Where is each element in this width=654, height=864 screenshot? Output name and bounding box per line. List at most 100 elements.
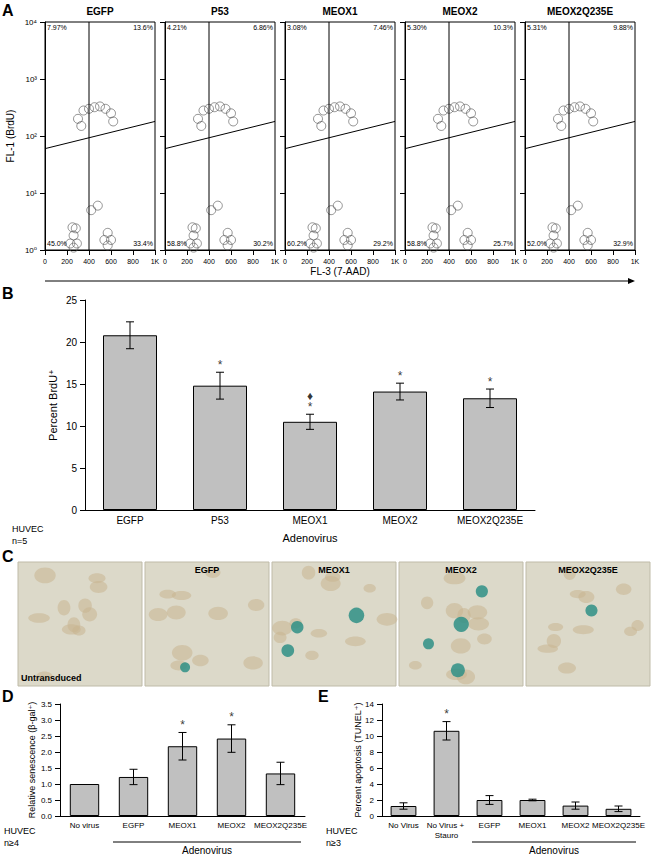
svg-text:n=5: n=5 [12, 536, 27, 546]
svg-text:♦: ♦ [307, 389, 313, 403]
svg-text:400: 400 [323, 258, 335, 265]
svg-text:400: 400 [563, 258, 575, 265]
svg-text:800: 800 [367, 258, 379, 265]
svg-text:14: 14 [365, 700, 374, 709]
svg-text:No virus: No virus [70, 821, 99, 830]
svg-text:Adenovirus: Adenovirus [529, 845, 579, 856]
svg-text:800: 800 [127, 258, 139, 265]
svg-text:A: A [2, 2, 14, 19]
svg-text:5: 5 [71, 463, 77, 474]
svg-text:600: 600 [465, 258, 477, 265]
svg-text:0: 0 [523, 258, 527, 265]
svg-text:*: * [488, 375, 493, 389]
svg-text:EGFP: EGFP [479, 821, 501, 830]
svg-text:n≥4: n≥4 [4, 838, 19, 848]
svg-text:7.46%: 7.46% [373, 24, 393, 31]
svg-text:MEOX2: MEOX2 [382, 515, 417, 526]
svg-text:HUVEC: HUVEC [4, 826, 36, 836]
svg-text:B: B [2, 285, 14, 302]
svg-text:1K: 1K [631, 258, 640, 265]
svg-text:Adenovirus: Adenovirus [282, 532, 338, 544]
svg-text:*: * [444, 707, 449, 721]
svg-text:0.0: 0.0 [41, 812, 53, 821]
svg-text:12: 12 [365, 716, 374, 725]
svg-text:29.2%: 29.2% [373, 240, 393, 247]
svg-text:800: 800 [487, 258, 499, 265]
svg-text:1K: 1K [511, 258, 520, 265]
svg-text:200: 200 [421, 258, 433, 265]
svg-text:*: * [229, 710, 234, 724]
svg-text:0: 0 [71, 505, 77, 516]
svg-text:2: 2 [370, 796, 375, 805]
svg-text:25.7%: 25.7% [493, 240, 513, 247]
svg-text:MEOX2: MEOX2 [445, 565, 477, 575]
svg-text:45.0%: 45.0% [47, 240, 67, 247]
svg-text:6: 6 [370, 764, 375, 773]
svg-text:4.21%: 4.21% [167, 24, 187, 31]
svg-text:20: 20 [66, 337, 78, 348]
svg-text:600: 600 [225, 258, 237, 265]
svg-text:3.08%: 3.08% [287, 24, 307, 31]
svg-text:n≥3: n≥3 [326, 838, 341, 848]
svg-text:MEOX1: MEOX1 [292, 515, 327, 526]
svg-text:E: E [318, 688, 329, 705]
svg-text:Relative senescence (β-gal⁺): Relative senescence (β-gal⁺) [27, 702, 37, 818]
svg-text:*: * [180, 718, 185, 732]
svg-text:0: 0 [163, 258, 167, 265]
svg-text:10⁴: 10⁴ [25, 18, 38, 27]
svg-text:600: 600 [585, 258, 597, 265]
svg-text:MEOX2: MEOX2 [217, 821, 246, 830]
svg-text:MEOX1: MEOX1 [168, 821, 197, 830]
svg-text:EGFP: EGFP [116, 515, 144, 526]
svg-text:D: D [2, 688, 14, 705]
svg-text:MEOX2Q235E: MEOX2Q235E [558, 565, 618, 575]
svg-text:0: 0 [283, 258, 287, 265]
svg-text:0: 0 [403, 258, 407, 265]
svg-text:400: 400 [443, 258, 455, 265]
svg-text:*: * [218, 358, 223, 372]
svg-text:5.30%: 5.30% [407, 24, 427, 31]
svg-text:5.31%: 5.31% [527, 24, 547, 31]
svg-text:3.5: 3.5 [41, 700, 53, 709]
svg-text:10: 10 [66, 421, 78, 432]
svg-text:1K: 1K [391, 258, 400, 265]
svg-text:58.8%: 58.8% [407, 240, 427, 247]
svg-text:MEOX1: MEOX1 [318, 565, 350, 575]
svg-text:FL-3 (7-AAD): FL-3 (7-AAD) [310, 266, 369, 277]
svg-text:0.5: 0.5 [41, 796, 53, 805]
svg-text:60.2%: 60.2% [287, 240, 307, 247]
svg-text:Stauro: Stauro [435, 831, 459, 840]
svg-text:800: 800 [247, 258, 259, 265]
svg-text:13.6%: 13.6% [133, 24, 153, 31]
svg-text:9.88%: 9.88% [613, 24, 633, 31]
svg-text:Untransduced: Untransduced [21, 673, 82, 683]
svg-text:800: 800 [607, 258, 619, 265]
svg-text:*: * [398, 369, 403, 383]
svg-text:1K: 1K [151, 258, 160, 265]
svg-text:Percent BrdU⁺: Percent BrdU⁺ [47, 369, 59, 441]
svg-text:HUVEC: HUVEC [12, 524, 44, 534]
svg-text:MEOX2Q235E: MEOX2Q235E [592, 821, 645, 830]
svg-text:7.97%: 7.97% [47, 24, 67, 31]
svg-text:MEOX2Q235E: MEOX2Q235E [457, 515, 523, 526]
svg-text:EGFP: EGFP [195, 565, 220, 575]
svg-text:600: 600 [345, 258, 357, 265]
svg-text:8: 8 [370, 748, 375, 757]
svg-text:10³: 10³ [25, 75, 37, 84]
svg-text:EGFP: EGFP [86, 6, 114, 17]
svg-text:200: 200 [541, 258, 553, 265]
svg-text:P53: P53 [211, 6, 229, 17]
svg-text:HUVEC: HUVEC [326, 826, 358, 836]
svg-text:3.0: 3.0 [41, 716, 53, 725]
svg-text:EGFP: EGFP [123, 821, 145, 830]
svg-text:10.3%: 10.3% [493, 24, 513, 31]
svg-text:MEOX1: MEOX1 [322, 6, 357, 17]
svg-text:4: 4 [370, 780, 375, 789]
svg-text:200: 200 [181, 258, 193, 265]
svg-text:10²: 10² [25, 132, 37, 141]
svg-text:33.4%: 33.4% [133, 240, 153, 247]
svg-text:10¹: 10¹ [25, 189, 37, 198]
svg-text:10: 10 [365, 732, 374, 741]
svg-text:1K: 1K [271, 258, 280, 265]
svg-text:1.5: 1.5 [41, 764, 53, 773]
